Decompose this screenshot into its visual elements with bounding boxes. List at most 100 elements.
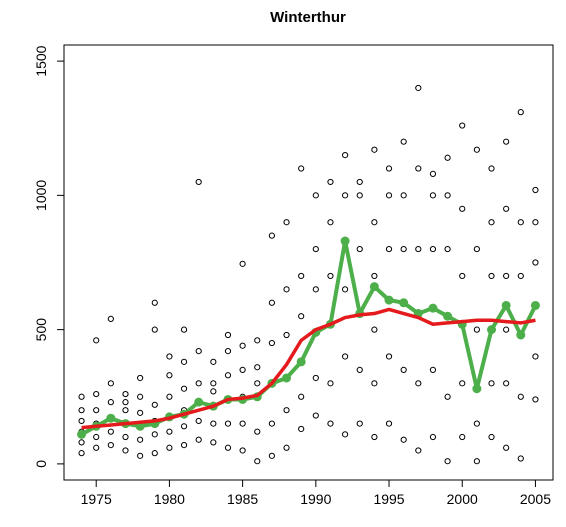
point [415,165,422,172]
point [93,390,100,398]
series-point [106,413,116,423]
point [429,366,437,374]
point [78,417,85,425]
point [503,380,510,387]
series-line [81,307,536,430]
point [180,326,188,333]
point [224,444,232,451]
point [268,299,275,306]
x-tick-label: 2005 [520,491,551,507]
point [195,178,202,186]
point [210,439,217,446]
point [473,458,480,465]
point [298,393,305,400]
point [385,192,393,199]
point [429,192,437,199]
point [268,452,275,459]
point [532,186,539,194]
point [283,331,290,339]
point [239,420,246,427]
point [342,431,349,438]
point [224,372,232,379]
point [180,358,188,365]
point [459,433,466,441]
series-point [487,325,497,335]
point [488,433,495,441]
point [459,380,466,387]
point [327,380,334,387]
point [503,138,510,145]
point [444,245,451,253]
point [283,444,290,451]
series-point [340,236,350,246]
point [488,380,495,387]
point [93,337,100,344]
point [78,450,85,457]
point [298,425,305,433]
point [488,165,495,172]
point [93,433,100,441]
point [195,417,202,425]
point [371,433,378,441]
point [415,380,422,387]
x-tick-label: 1985 [227,491,258,507]
point [356,420,363,427]
point [400,366,407,374]
series-point [369,282,379,292]
point [385,165,393,172]
point [503,205,510,212]
point [254,458,261,465]
series-point [282,373,292,383]
point [210,380,217,387]
point [532,259,539,266]
x-tick-label: 2000 [447,491,478,507]
point [371,380,378,387]
point [137,436,144,443]
point [503,326,510,333]
point [488,219,495,226]
point [473,420,480,427]
point [429,245,437,253]
point [268,420,275,427]
point [107,428,114,435]
point [151,431,158,438]
point [151,299,158,306]
point [371,146,378,153]
point [327,219,334,226]
point [488,272,495,280]
point [166,428,173,435]
point [298,313,305,320]
point [122,433,129,441]
point [400,436,407,443]
point [356,366,363,374]
point [503,444,510,451]
point [122,447,129,454]
point [210,420,217,427]
x-tick-label: 1990 [300,491,331,507]
point [444,154,451,161]
point [180,385,188,392]
point [342,353,349,360]
series-point [194,397,204,407]
point [312,192,319,199]
point [532,353,539,360]
y-tick-label: 0 [33,460,49,468]
point [312,245,319,253]
point [107,399,114,406]
series-line [80,239,538,437]
point [327,420,334,427]
point [107,315,114,322]
point [180,423,188,430]
point [122,407,129,414]
point [254,337,261,344]
point [517,455,524,462]
point [78,439,85,446]
y-tick-label: 1000 [33,180,49,211]
point [444,458,451,465]
point [254,364,261,371]
point [283,286,290,293]
point [180,441,188,449]
point [371,272,378,280]
point [444,393,451,400]
